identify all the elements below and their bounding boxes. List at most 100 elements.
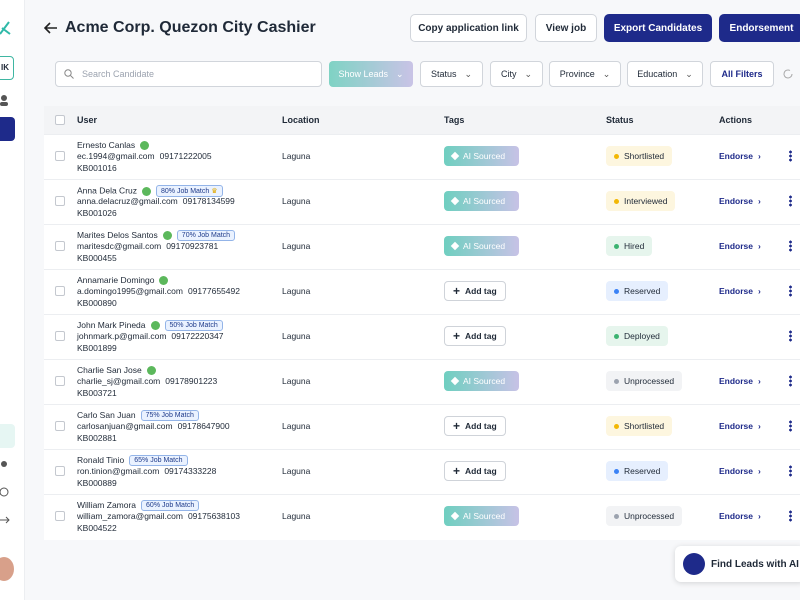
header-button[interactable]: Export Candidates [604,14,712,42]
more-menu[interactable] [789,240,792,252]
avatar[interactable] [0,557,14,581]
tag-label: AI Sourced [463,376,506,386]
filter-label: Status [430,69,457,79]
verified-icon [150,321,160,331]
verified-icon [159,276,169,286]
endorse-label: Endorse [719,421,754,431]
header-button[interactable]: Endorsement [719,14,800,42]
tag-icon: + [453,329,461,343]
more-menu[interactable] [789,465,792,477]
row-checkbox[interactable] [55,376,65,386]
contact: carlosanjuan@gmail.com 09178647900 [77,421,230,431]
email: ron.tinion@gmail.com [77,466,160,476]
status: Deployed [606,326,668,346]
email: william_zamora@gmail.com [77,511,183,521]
tag: AI Sourced [444,191,519,211]
row-checkbox[interactable] [55,421,65,431]
filter-dropdown[interactable]: Province ⌄ [549,61,621,87]
tag-icon [450,196,460,206]
chevron: › [758,241,761,251]
row-checkbox[interactable] [55,151,65,161]
all-filters[interactable]: All Filters [710,61,774,87]
sidebar-icons[interactable] [0,458,12,538]
chevron: › [758,151,761,161]
row-checkbox[interactable] [55,466,65,476]
column-header: User [77,115,98,125]
row-checkbox[interactable] [55,331,65,341]
show-leads[interactable]: Show Leads ⌄ [329,61,413,87]
match-badge: 50% Job Match [164,320,223,332]
tag-icon: + [453,419,461,433]
endorse-link[interactable]: Endorse › [719,421,761,431]
select-all[interactable] [55,115,65,125]
filter-dropdown[interactable]: Education ⌄ [627,61,703,87]
tag[interactable]: + Add tag [444,416,506,436]
location: Laguna [282,151,311,161]
status-label: Unprocessed [624,511,675,521]
tag[interactable]: + Add tag [444,281,506,301]
more-menu[interactable] [789,330,792,342]
tag[interactable]: + Add tag [444,326,506,346]
contact: charlie_sj@gmail.com 09178901223 [77,376,217,386]
row-divider [44,134,800,135]
chevron: ⌄ [464,68,473,79]
briefcase-icon[interactable] [0,117,15,141]
endorse-label: Endorse [719,196,754,206]
status-label: Hired [624,241,645,251]
phone: 09172220347 [171,331,224,341]
row-checkbox[interactable] [55,511,65,521]
column-header: Tags [444,115,465,125]
more-menu[interactable] [789,375,792,387]
filter-dropdown[interactable]: Status ⌄ [420,61,483,87]
ai-button[interactable]: Find Leads with AI [675,546,800,582]
endorse-link[interactable]: Endorse › [719,196,761,206]
table-header [44,106,800,134]
all-filters-label: All Filters [721,69,763,79]
location: Laguna [282,196,311,206]
name-text: Marites Delos Santos [77,230,158,240]
status: Shortlisted [606,416,673,436]
endorse-label: Endorse [719,286,754,296]
row-checkbox[interactable] [55,241,65,251]
endorse-link[interactable]: Endorse › [719,151,761,161]
tag-label: AI Sourced [463,241,506,251]
contact: johnmark.p@gmail.com 09172220347 [77,331,223,341]
refresh-icon[interactable] [782,68,794,80]
header-button[interactable]: Copy application link [410,14,527,42]
location: Laguna [282,376,311,386]
more-menu[interactable] [789,150,792,162]
search-icon [64,69,74,79]
tag[interactable]: + Add tag [444,461,506,481]
verified-icon [162,231,172,241]
candidate-id: KB004522 [77,523,117,533]
endorse-link[interactable]: Endorse › [719,466,761,476]
row-divider [44,314,800,315]
search-box[interactable]: Search Candidate [55,61,322,87]
more-menu[interactable] [789,285,792,297]
user-icon[interactable] [0,94,10,106]
contact: william_zamora@gmail.com 09175638103 [77,511,240,521]
verified-icon [140,141,150,151]
endorse-link[interactable]: Endorse › [719,376,761,386]
location: Laguna [282,241,311,251]
more-menu[interactable] [789,420,792,432]
tag-label: AI Sourced [463,511,506,521]
header-button[interactable]: View job [535,14,597,42]
status-dot [614,198,619,204]
filter-dropdown[interactable]: City ⌄ [490,61,543,87]
more-menu[interactable] [789,195,792,207]
candidate-id: KB001899 [77,343,117,353]
endorse-link[interactable]: Endorse › [719,241,761,251]
endorse-link[interactable]: Endorse › [719,286,761,296]
row-checkbox[interactable] [55,286,65,296]
more-menu[interactable] [789,510,792,522]
endorse-link[interactable]: Endorse › [719,511,761,521]
back-arrow[interactable] [44,22,58,34]
contact: anna.delacruz@gmail.com 09178134599 [77,196,235,206]
location: Laguna [282,331,311,341]
sidebar-badge[interactable]: IK [0,56,14,80]
row-divider [44,494,800,495]
candidate-name: Charlie San Jose [77,365,156,376]
leads-icon[interactable] [0,424,15,448]
row-checkbox[interactable] [55,196,65,206]
